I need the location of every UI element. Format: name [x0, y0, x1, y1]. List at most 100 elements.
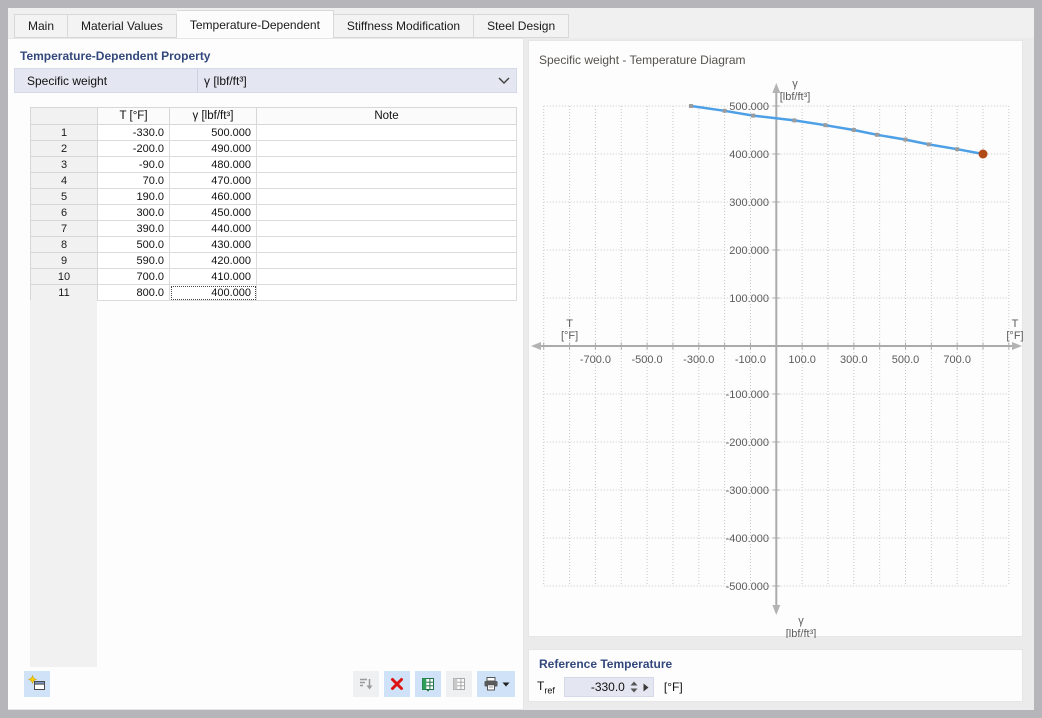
table-row: 8 500.0 430.000 [30, 236, 517, 253]
gamma-cell[interactable]: 450.000 [169, 204, 257, 221]
sort-icon [358, 676, 374, 692]
svg-text:-500.0: -500.0 [631, 354, 662, 366]
t-cell[interactable]: 190.0 [97, 188, 170, 205]
axis-arrows [531, 83, 1022, 615]
note-cell[interactable] [256, 188, 517, 205]
new-window-button[interactable] [24, 671, 50, 697]
gamma-cell[interactable]: 470.000 [169, 172, 257, 189]
tab-steel-design[interactable]: Steel Design [474, 14, 570, 38]
table-row: 5 190.0 460.000 [30, 188, 517, 205]
tab-temperature-dependent[interactable]: Temperature-Dependent [176, 10, 334, 38]
tab-main[interactable]: Main [14, 14, 69, 38]
row-number[interactable]: 4 [30, 172, 98, 189]
gamma-cell[interactable]: 410.000 [169, 268, 257, 285]
svg-text:γ: γ [792, 78, 798, 90]
table-toolbar [24, 671, 515, 697]
gamma-cell[interactable]: 440.000 [169, 220, 257, 237]
series-markers [689, 104, 960, 152]
data-point [875, 132, 880, 137]
data-point [823, 123, 828, 128]
data-point [851, 128, 856, 132]
dropdown-arrow-icon[interactable] [502, 682, 510, 687]
t-cell[interactable]: -330.0 [97, 124, 170, 141]
temperature-diagram: -700.0 -500.0 -300.0 -100.0 100.0 300.0 500.0 7… [531, 78, 1024, 638]
row-number[interactable]: 1 [30, 124, 98, 141]
note-cell[interactable] [256, 124, 517, 141]
gamma-cell[interactable]: 480.000 [169, 156, 257, 173]
note-cell[interactable] [256, 236, 517, 253]
excel-export-button[interactable] [446, 671, 472, 697]
row-number[interactable]: 11 [30, 284, 98, 301]
excel-import-icon [420, 676, 436, 692]
note-cell[interactable] [256, 140, 517, 157]
note-cell[interactable] [256, 172, 517, 189]
gamma-cell[interactable]: 400.000 [169, 284, 257, 301]
gamma-cell[interactable]: 430.000 [169, 236, 257, 253]
svg-text:T: T [566, 318, 573, 330]
t-cell[interactable]: 590.0 [97, 252, 170, 269]
table-row: 9 590.0 420.000 [30, 252, 517, 269]
spinner-down-icon[interactable] [630, 688, 638, 693]
t-cell[interactable]: 800.0 [97, 284, 170, 301]
svg-text:T: T [1012, 318, 1019, 330]
tab-material-values[interactable]: Material Values [68, 14, 177, 38]
tref-input[interactable]: -330.0 [563, 677, 654, 697]
delete-icon [389, 676, 405, 692]
note-cell[interactable] [256, 268, 517, 285]
note-cell[interactable] [256, 252, 517, 269]
data-point [926, 142, 931, 147]
svg-text:-100.000: -100.000 [726, 389, 769, 401]
t-cell[interactable]: 700.0 [97, 268, 170, 285]
row-number[interactable]: 7 [30, 220, 98, 237]
t-cell[interactable]: -90.0 [97, 156, 170, 173]
panel-header: Temperature-Dependent Property [20, 49, 211, 63]
row-number[interactable]: 3 [30, 156, 98, 173]
note-cell[interactable] [256, 284, 517, 301]
t-cell[interactable]: 390.0 [97, 220, 170, 237]
gamma-cell[interactable]: 460.000 [169, 188, 257, 205]
chevron-down-icon [492, 76, 516, 85]
svg-text:200.000: 200.000 [729, 245, 769, 257]
note-cell[interactable] [256, 156, 517, 173]
svg-text:-200.000: -200.000 [726, 437, 769, 449]
table-row: 1 -330.0 500.000 [30, 124, 517, 141]
note-cell[interactable] [256, 204, 517, 221]
t-cell[interactable]: 70.0 [97, 172, 170, 189]
print-button[interactable] [477, 671, 515, 697]
row-number[interactable]: 8 [30, 236, 98, 253]
property-dropdown[interactable]: Specific weight γ [lbf/ft³] [14, 68, 517, 93]
reference-header: Reference Temperature [539, 657, 673, 671]
delete-button[interactable] [384, 671, 410, 697]
row-number[interactable]: 2 [30, 140, 98, 157]
t-cell[interactable]: 500.0 [97, 236, 170, 253]
svg-text:100.0: 100.0 [788, 354, 816, 366]
gamma-cell[interactable]: 420.000 [169, 252, 257, 269]
tref-spinner [629, 678, 640, 696]
row-number[interactable]: 5 [30, 188, 98, 205]
tab-stiffness-modification[interactable]: Stiffness Modification [333, 14, 475, 38]
material-dialog: Main Material Values Temperature-Dependent… [8, 8, 1034, 710]
table-row: 7 390.0 440.000 [30, 220, 517, 237]
detail-arrow-icon[interactable] [640, 678, 653, 696]
gamma-cell[interactable]: 490.000 [169, 140, 257, 157]
series-line [690, 104, 984, 156]
svg-text:100.000: 100.000 [729, 293, 769, 305]
row-number[interactable]: 10 [30, 268, 98, 285]
row-number[interactable]: 9 [30, 252, 98, 269]
row-number[interactable]: 6 [30, 204, 98, 221]
data-point [903, 137, 908, 142]
new-window-icon [28, 675, 46, 693]
spinner-up-icon[interactable] [630, 681, 638, 686]
sort-button[interactable] [353, 671, 379, 697]
t-cell[interactable]: 300.0 [97, 204, 170, 221]
data-point [751, 113, 756, 118]
tref-label: Tref [537, 678, 555, 696]
tick-labels: -700.0 -500.0 -300.0 -100.0 100.0 300.0 500.0 7… [580, 101, 971, 593]
svg-text:-700.0: -700.0 [580, 354, 611, 366]
t-cell[interactable]: -200.0 [97, 140, 170, 157]
excel-import-button[interactable] [415, 671, 441, 697]
note-cell[interactable] [256, 220, 517, 237]
gamma-cell[interactable]: 500.000 [169, 124, 257, 141]
column-header: Note [256, 107, 517, 125]
diagram-panel: Specific weight - Temperature Diagram -7… [528, 40, 1024, 638]
